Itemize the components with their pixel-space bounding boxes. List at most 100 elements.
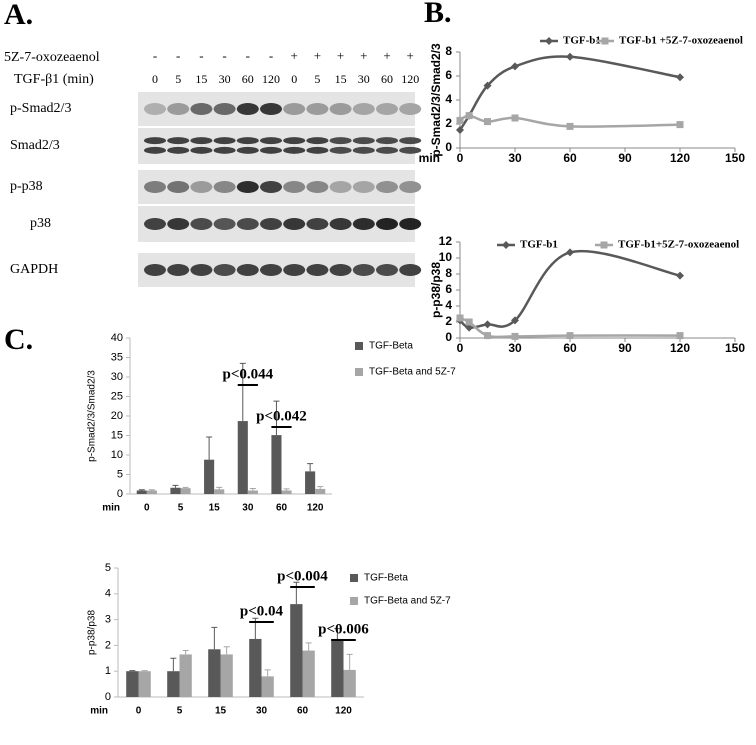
x-tick-label: 5 [177,706,183,717]
blot-band [213,181,236,193]
bar [214,489,225,494]
treatment-sign: - [222,48,226,63]
x-tick-label: 0 [144,503,150,514]
blot-band [213,146,236,154]
treatment-sign: - [153,48,157,63]
x-axis-label: min [419,151,440,165]
x-tick-label: 120 [670,341,690,355]
error-bar [317,486,324,489]
x-tick-label: 5 [178,503,184,514]
legend-marker [502,241,510,249]
y-tick-label: 10 [439,250,453,264]
bar [247,490,258,494]
blot-band [306,264,329,276]
x-tick-label: 90 [618,151,632,165]
blot-band [283,218,306,230]
blot-band [352,218,375,230]
marker [465,323,474,332]
bar [315,488,326,494]
blot-band [376,264,398,276]
legend-marker [601,37,609,45]
blot-band [376,103,398,115]
blot-band [399,218,422,230]
blot-band [213,264,236,276]
blot-band [144,264,166,276]
blot-band [236,137,259,145]
error-bar [283,488,290,491]
bar [146,490,157,494]
bar [305,471,316,494]
blot-band [329,146,352,154]
bar [237,421,248,494]
series-line [459,249,681,329]
blot-band [190,181,213,193]
marker [676,121,684,129]
annotation: p<0.04 [240,603,284,619]
marker [676,271,684,280]
bar [220,654,233,697]
legend-label: TGF-Beta and 5Z-7 [364,596,451,607]
error-bar [249,488,256,491]
treatment-sign: - [269,48,273,63]
blot-band [167,137,190,145]
blot-band [260,218,282,230]
y-tick-label: 6 [445,68,452,82]
y-tick-label: 6 [445,282,452,296]
panel-letter: A. [4,0,33,31]
x-tick-label: 0 [457,341,464,355]
annotation: p<0.006 [318,621,369,637]
marker [511,114,519,122]
x-tick-label: 60 [297,706,309,717]
bar [180,488,191,494]
lane-label: 120 [401,72,419,86]
blot-band [190,264,213,276]
y-tick-label: 2 [105,639,111,651]
blot-band [283,137,306,145]
annotation: p<0.042 [256,408,307,424]
bar [281,490,292,494]
bar [290,604,303,697]
legend-label: TGF-b1 [563,35,601,47]
marker [566,248,574,257]
blot-band [190,137,213,145]
y-tick-label: 2 [445,314,452,328]
legend-label: TGF-Beta [364,573,408,584]
marker [456,126,464,134]
x-tick-label: 60 [276,503,288,514]
y-tick-label: 4 [105,588,111,600]
y-tick-label: 5 [105,562,111,574]
treatment-sign: + [314,48,321,63]
lane-label: 0 [152,72,158,86]
blot-band [213,218,236,230]
blot-band [167,146,190,154]
blot-band [144,137,166,145]
x-tick-label: 30 [508,151,522,165]
blot-strip [138,128,415,164]
x-tick-label: 60 [563,151,577,165]
blot-band [306,181,329,193]
blot-band [399,264,422,276]
blot-band [399,137,422,145]
lane-label: 60 [381,72,393,86]
error-bar [273,400,280,436]
error-bar [129,670,136,672]
error-bar [223,646,230,655]
marker [566,332,574,340]
protein-label: p38 [30,216,51,231]
x-tick-label: 150 [725,341,745,355]
marker [465,318,473,326]
y-tick-label: 0 [445,330,452,344]
lane-label: 0 [291,72,297,86]
x-tick-label: 0 [457,151,464,165]
blot-band [236,264,259,276]
bar [204,459,215,494]
blot-band [283,181,306,193]
y-tick-label: 25 [111,390,123,402]
protein-label: p-p38 [10,179,43,194]
lane-label: 120 [262,72,280,86]
error-bar [148,489,155,491]
error-bar [239,362,246,422]
y-tick-label: 5 [117,468,123,480]
treatment-sign: + [383,48,390,63]
